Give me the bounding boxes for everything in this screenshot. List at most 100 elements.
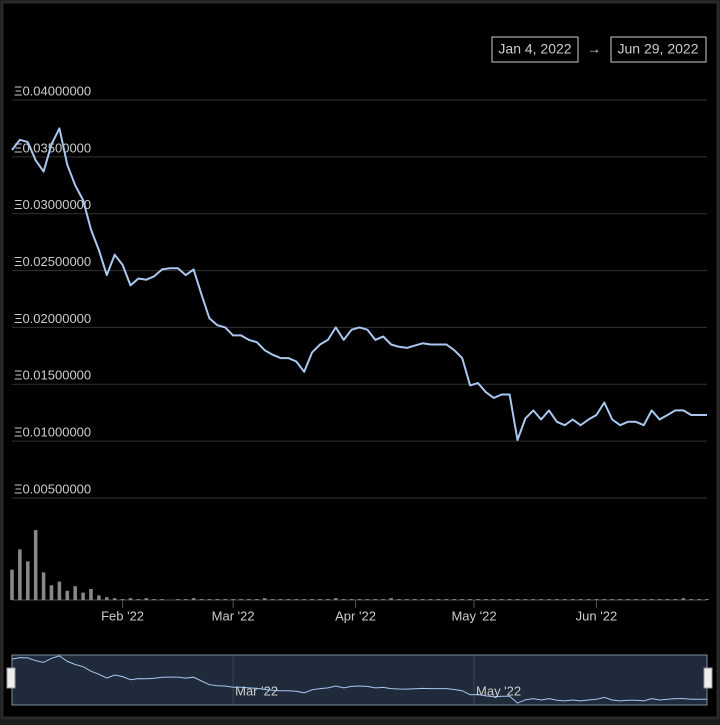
volume-bar bbox=[547, 599, 551, 600]
volume-bar bbox=[341, 599, 346, 600]
x-tick-label: Apr '22 bbox=[335, 608, 376, 623]
y-tick-label: Ξ0.02500000 bbox=[14, 254, 91, 269]
x-tick-label: May '22 bbox=[451, 608, 496, 623]
volume-bar bbox=[144, 598, 149, 600]
volume-bar bbox=[278, 599, 283, 600]
volume-bar bbox=[128, 598, 133, 600]
volume-bar bbox=[326, 599, 330, 600]
volume-bar bbox=[413, 599, 417, 600]
volume-bar bbox=[112, 598, 117, 600]
volume-bar bbox=[397, 599, 401, 600]
volume-bar bbox=[18, 549, 22, 600]
volume-bar bbox=[33, 530, 38, 600]
y-tick-label: Ξ0.01000000 bbox=[14, 425, 91, 440]
volume-bar bbox=[231, 599, 235, 600]
volume-bar bbox=[255, 599, 259, 600]
volume-bar bbox=[420, 599, 425, 600]
volume-bar bbox=[428, 599, 433, 600]
volume-bar bbox=[26, 561, 30, 600]
volume-bar bbox=[160, 599, 164, 600]
y-tick-label: Ξ0.01500000 bbox=[14, 368, 91, 383]
x-tick-label: Jun '22 bbox=[576, 608, 618, 623]
volume-bar bbox=[57, 581, 62, 600]
volume-bar bbox=[294, 599, 299, 600]
volume-bar bbox=[357, 599, 362, 600]
volume-bar bbox=[539, 599, 543, 600]
volume-bar bbox=[602, 599, 607, 600]
range-separator: → bbox=[587, 41, 601, 57]
navigator-handle[interactable] bbox=[703, 667, 713, 689]
volume-bar bbox=[563, 599, 567, 600]
y-tick-label: Ξ0.03500000 bbox=[14, 140, 91, 155]
volume-bar bbox=[286, 599, 291, 600]
range-to[interactable]: Jun 29, 2022 bbox=[618, 41, 699, 57]
volume-bar bbox=[610, 599, 615, 600]
volume-bar bbox=[570, 599, 575, 600]
volume-bar bbox=[89, 588, 93, 600]
volume-bar bbox=[262, 598, 267, 600]
volume-bar bbox=[649, 599, 654, 600]
volume-bar bbox=[104, 597, 109, 600]
x-tick-label: Feb '22 bbox=[101, 608, 144, 623]
volume-bar bbox=[176, 599, 180, 600]
navigator-tick-label: May '22 bbox=[476, 683, 521, 698]
volume-bar bbox=[634, 599, 638, 600]
range-from-box[interactable] bbox=[491, 36, 579, 63]
volume-bar bbox=[618, 599, 622, 600]
volume-bar bbox=[499, 599, 504, 600]
volume-bar bbox=[223, 599, 228, 600]
volume-bar bbox=[215, 599, 220, 600]
volume-bar bbox=[49, 585, 54, 600]
volume-bar bbox=[689, 599, 693, 600]
volume-bar bbox=[239, 599, 243, 600]
volume-bar bbox=[594, 599, 599, 600]
volume-bar bbox=[642, 599, 646, 600]
volume-bar bbox=[405, 599, 409, 600]
volume-bar bbox=[468, 599, 472, 600]
y-tick-label: Ξ0.00500000 bbox=[14, 481, 91, 496]
y-tick-label: Ξ0.02000000 bbox=[14, 311, 91, 326]
y-tick-label: Ξ0.04000000 bbox=[14, 83, 91, 98]
volume-bar bbox=[152, 599, 156, 600]
volume-bar bbox=[460, 599, 464, 600]
navigator-line bbox=[11, 655, 707, 704]
volume-bar bbox=[207, 599, 212, 600]
volume-bar bbox=[657, 599, 662, 600]
volume-bar bbox=[491, 599, 496, 600]
volume-bar bbox=[523, 599, 528, 600]
volume-bar bbox=[73, 586, 77, 600]
y-tick-label: Ξ0.03000000 bbox=[14, 197, 91, 212]
navigator-handle[interactable] bbox=[6, 667, 16, 689]
volume-bar bbox=[120, 599, 125, 600]
volume-bar bbox=[310, 599, 314, 600]
volume-bar bbox=[97, 595, 101, 600]
volume-bar bbox=[191, 598, 196, 600]
price-line bbox=[11, 127, 707, 441]
volume-bar bbox=[199, 599, 204, 600]
volume-bar bbox=[705, 599, 709, 600]
volume-bar bbox=[365, 599, 370, 600]
volume-bar bbox=[41, 572, 46, 600]
volume-bar bbox=[270, 599, 275, 600]
navigator-tick-label: Mar '22 bbox=[235, 683, 278, 698]
volume-bar bbox=[507, 599, 512, 600]
volume-bar bbox=[389, 598, 393, 600]
volume-bar bbox=[515, 599, 520, 600]
range-from[interactable]: Jan 4, 2022 bbox=[498, 41, 571, 57]
volume-bar bbox=[531, 599, 536, 600]
volume-bar bbox=[65, 590, 70, 600]
volume-bar bbox=[183, 599, 188, 600]
range-to-box[interactable] bbox=[610, 36, 707, 63]
volume-bar bbox=[484, 599, 488, 600]
volume-bar bbox=[665, 599, 670, 600]
volume-bar bbox=[476, 599, 480, 600]
volume-bar bbox=[436, 599, 441, 600]
volume-bar bbox=[681, 598, 686, 600]
volume-bar bbox=[318, 599, 322, 600]
volume-bar bbox=[586, 599, 591, 600]
volume-bar bbox=[626, 599, 630, 600]
volume-bar bbox=[373, 599, 378, 600]
volume-bar bbox=[555, 599, 559, 600]
